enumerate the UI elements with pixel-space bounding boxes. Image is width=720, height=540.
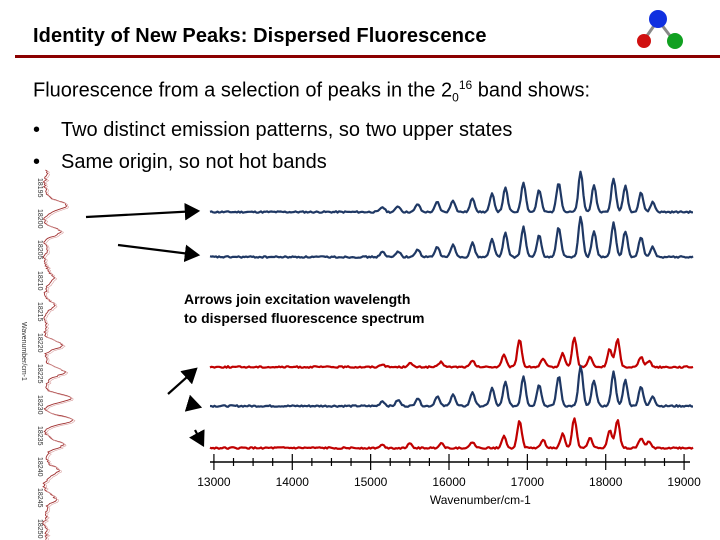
intro-text: Fluorescence from a selection of peaks i…	[33, 79, 453, 102]
excitation-axis-title: Wavenumber/cm-1	[20, 322, 27, 381]
x-tick-label: 16000	[432, 475, 466, 489]
excitation-spectrum: 18195 18200 18205 18210 18215 18220 18225 18230…	[20, 169, 76, 540]
series-trace	[209, 170, 693, 214]
intro-superscript: 16	[458, 78, 473, 92]
bullet-marker: •	[33, 118, 41, 141]
x-tick-label: 14000	[276, 475, 310, 489]
x-tick-label: 17000	[511, 475, 545, 489]
x-axis-title: Wavenumber/cm-1	[430, 493, 531, 507]
excitation-tick-label: 18200	[36, 209, 43, 229]
connection-arrows	[85, 202, 205, 447]
excitation-tick-label: 18250	[36, 519, 43, 539]
connection-arrow	[117, 243, 201, 263]
series-trace	[209, 336, 694, 369]
excitation-tick-label: 18240	[36, 457, 43, 477]
slide-title: Identity of New Peaks: Dispersed Fluores…	[33, 25, 487, 47]
x-tick-label: 19000	[667, 475, 701, 489]
bullet-text: Two distinct emission patterns, so two u…	[61, 118, 513, 141]
connection-arrow	[167, 367, 198, 395]
excitation-tick-label: 18210	[36, 271, 43, 291]
x-tick-label: 15000	[354, 475, 388, 489]
x-tick-label: 13000	[197, 475, 231, 489]
excitation-tick-label: 18245	[36, 488, 43, 508]
connection-arrow	[184, 394, 203, 412]
excitation-tick-label: 18195	[36, 178, 43, 198]
series-trace	[209, 364, 693, 408]
bullet-marker: •	[33, 150, 41, 173]
series-trace	[209, 417, 694, 450]
intro-line: Fluorescence from a selection of peaks i…	[33, 69, 590, 114]
title-divider	[15, 55, 720, 58]
x-axis: 13000 14000 15000 16000 17000 18000 19000 Waven…	[197, 454, 701, 507]
excitation-trace-shadow	[44, 170, 76, 540]
excitation-tick-label: 18235	[36, 426, 43, 446]
series-trace	[209, 215, 694, 259]
excitation-tick-label: 18215	[36, 302, 43, 322]
excitation-tick-label: 18205	[36, 240, 43, 260]
bullet-item: • Same origin, so not hot bands	[33, 146, 590, 178]
intro-text-end: band shows:	[472, 79, 591, 102]
annotation-note: Arrows join excitation wavelength to dis…	[184, 290, 424, 328]
molecule-logo-icon	[637, 10, 683, 49]
slide-body: Fluorescence from a selection of peaks i…	[33, 69, 590, 178]
x-tick-label: 18000	[589, 475, 623, 489]
bullet-text: Same origin, so not hot bands	[61, 150, 327, 173]
fluorescence-traces	[209, 170, 694, 450]
connection-arrow	[85, 202, 201, 221]
bullet-item: • Two distinct emission patterns, so two …	[33, 114, 590, 146]
connection-arrow	[189, 429, 205, 447]
annotation-line: to dispersed fluorescence spectrum	[184, 310, 425, 326]
annotation-line: Arrows join excitation wavelength	[184, 291, 411, 307]
excitation-tick-label: 18225	[36, 364, 43, 384]
excitation-tick-label: 18230	[36, 395, 43, 415]
excitation-tick-label: 18220	[36, 333, 43, 353]
intro-subscript: 0	[452, 90, 459, 105]
